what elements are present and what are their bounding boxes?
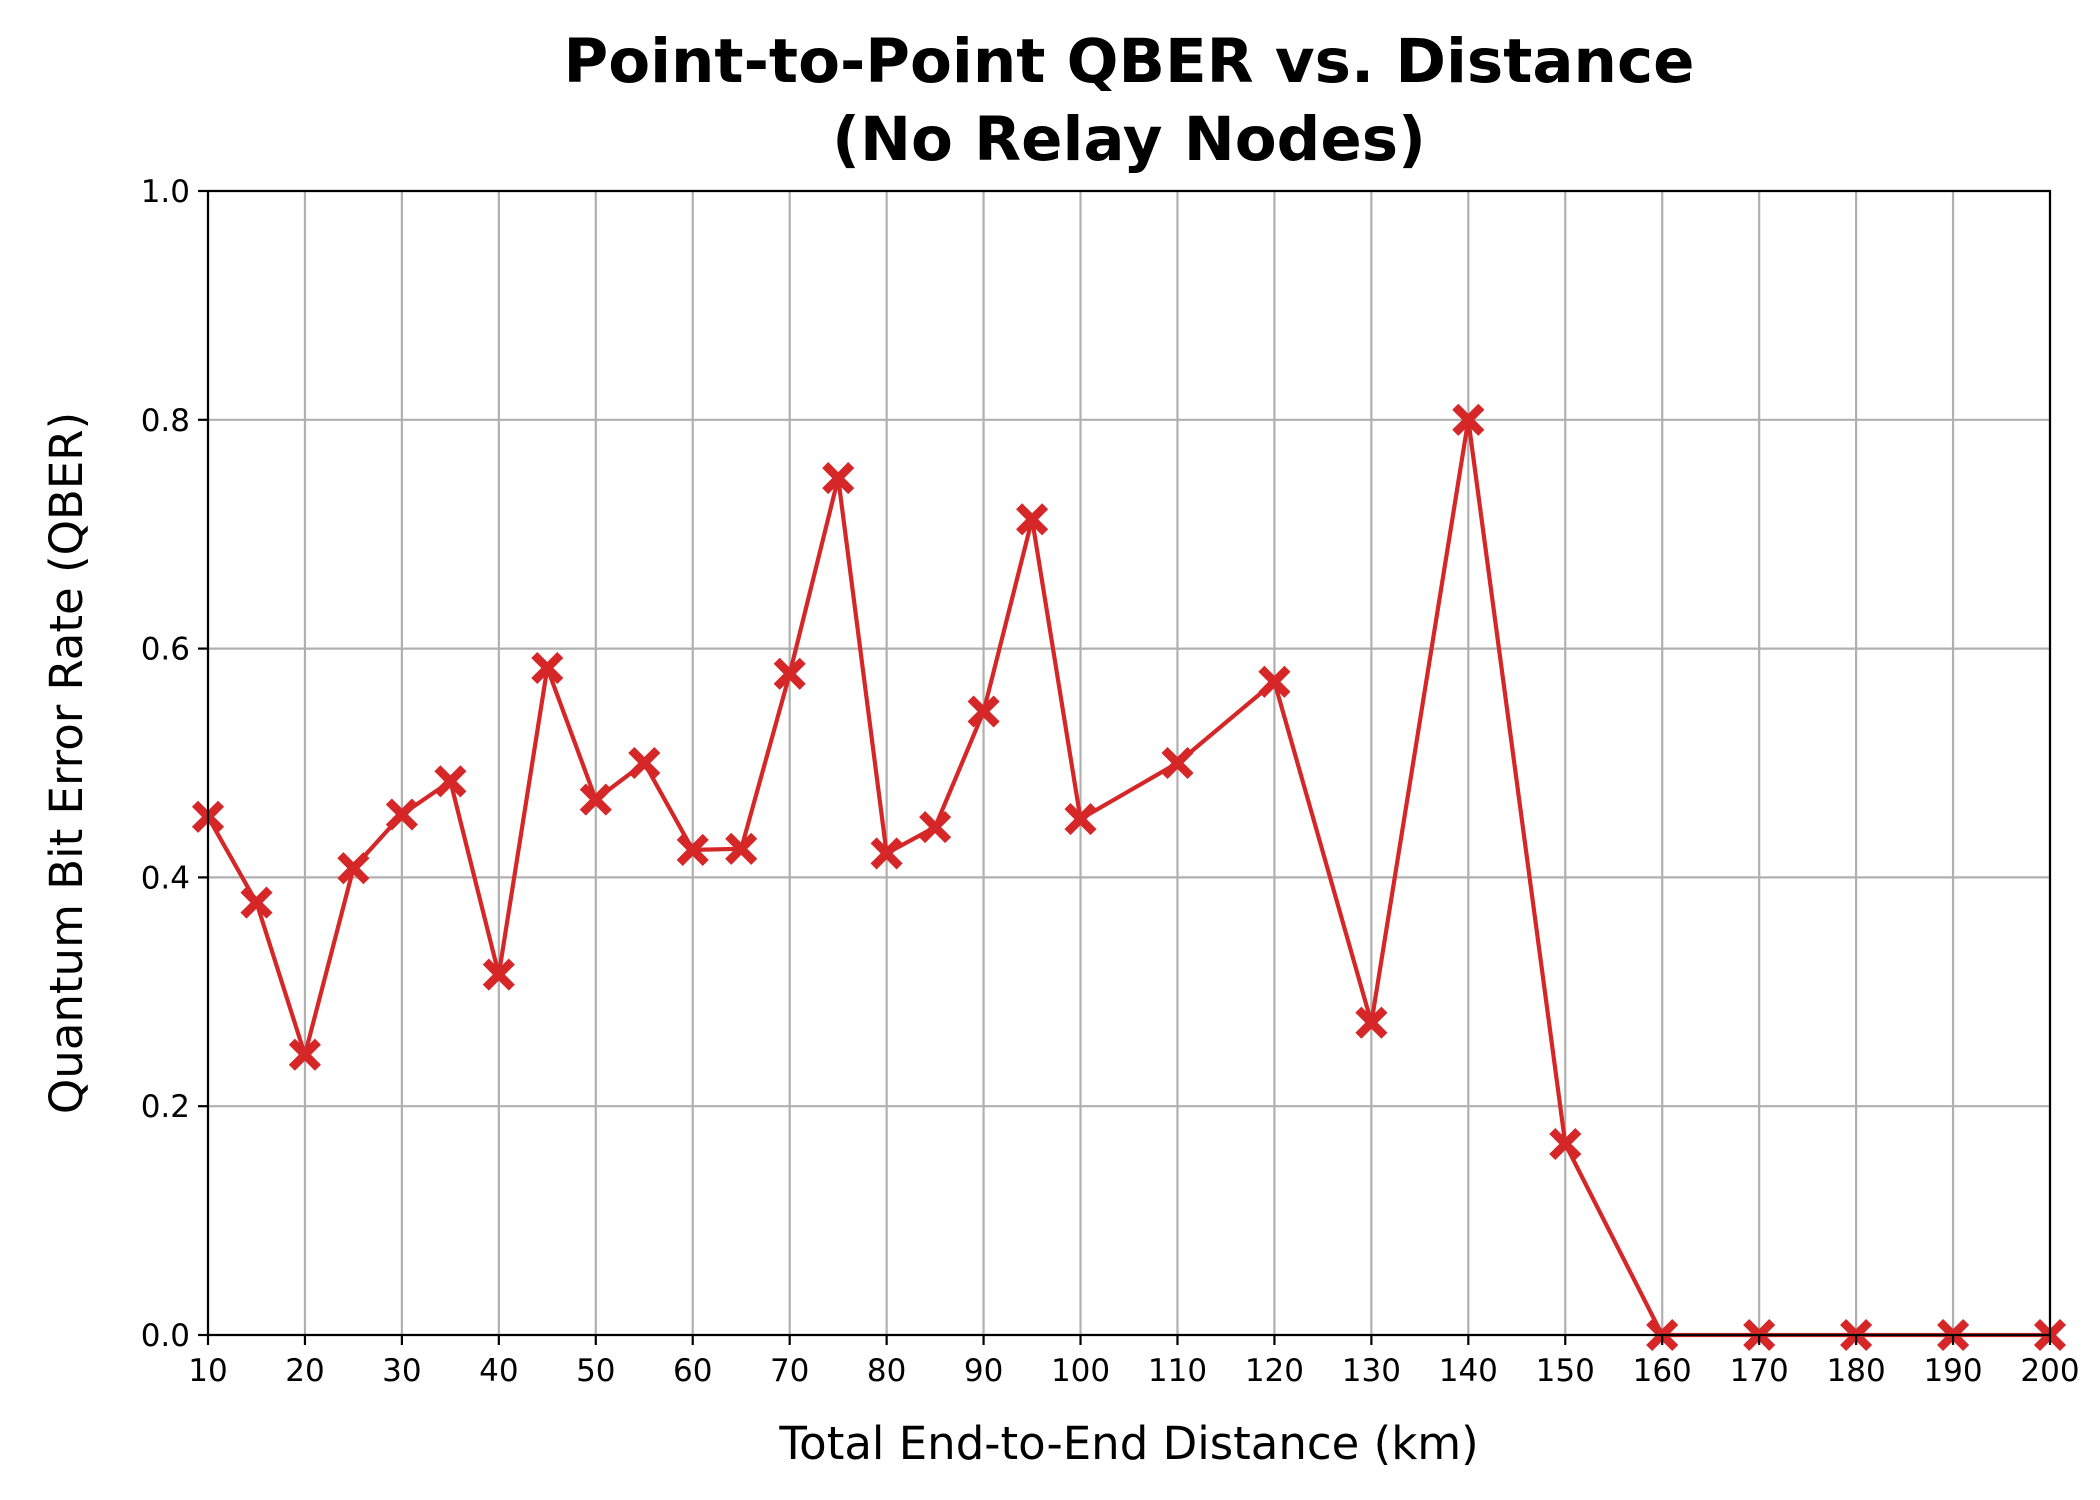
x-tick-label: 40 — [479, 1353, 518, 1389]
data-point — [434, 765, 467, 798]
x-tick-label: 10 — [188, 1353, 227, 1389]
x-tick-label: 190 — [1923, 1353, 1982, 1389]
y-tick-label: 0.2 — [141, 1089, 190, 1125]
y-tick-label: 1.0 — [141, 174, 190, 210]
data-point — [870, 837, 903, 870]
data-point — [822, 462, 855, 495]
y-axis-label: Quantum Bit Error Rate (QBER) — [40, 412, 93, 1114]
x-tick-label: 20 — [285, 1353, 324, 1389]
data-point — [967, 695, 1000, 728]
x-tick-label: 130 — [1342, 1353, 1401, 1389]
data-point — [288, 1038, 321, 1071]
x-tick-label: 80 — [867, 1353, 906, 1389]
x-tick-labels: 10 20 30 40 50 60 70 80 90 100 110 120 130 140 150 160 1… — [188, 1353, 2079, 1389]
x-tick-label: 140 — [1439, 1353, 1498, 1389]
x-axis-label: Total End-to-End Distance (km) — [778, 1417, 1478, 1470]
chart-title-line1: Point-to-Point QBER vs. Distance — [563, 26, 1694, 97]
data-point — [628, 746, 661, 780]
y-tick-label: 0.4 — [141, 860, 190, 896]
x-tick-label: 50 — [576, 1353, 615, 1389]
y-tick-label: 0.0 — [141, 1318, 190, 1354]
y-tick-label: 0.8 — [141, 403, 190, 439]
data-point — [1258, 665, 1291, 698]
data-point — [773, 657, 806, 690]
y-tick-label: 0.6 — [141, 632, 190, 668]
data-point — [919, 811, 952, 844]
x-tick-label: 200 — [2020, 1353, 2079, 1389]
tick-marks — [198, 189, 2052, 1345]
data-point — [1161, 746, 1194, 780]
data-point — [482, 958, 515, 991]
data-point — [337, 852, 370, 885]
series-layer — [191, 403, 2067, 1352]
data-point — [1016, 503, 1049, 536]
data-point — [1549, 1127, 1582, 1161]
x-tick-label: 70 — [770, 1353, 809, 1389]
x-tick-label: 120 — [1245, 1353, 1304, 1389]
x-tick-label: 30 — [382, 1353, 421, 1389]
x-tick-label: 160 — [1633, 1353, 1692, 1389]
data-point — [579, 783, 612, 816]
data-point — [676, 833, 709, 866]
data-point — [725, 832, 758, 865]
x-tick-label: 110 — [1148, 1353, 1207, 1389]
data-point — [1355, 1006, 1388, 1039]
chart-title-line2: (No Relay Nodes) — [832, 104, 1426, 175]
plot-area-frame — [206, 189, 2052, 1337]
x-tick-label: 90 — [964, 1353, 1003, 1389]
grid — [206, 189, 2052, 1337]
data-point — [531, 651, 564, 685]
x-tick-label: 150 — [1536, 1353, 1595, 1389]
data-point — [385, 798, 418, 831]
y-tick-labels: 0.0 0.2 0.4 0.6 0.8 1.0 — [141, 174, 190, 1354]
x-tick-label: 170 — [1730, 1353, 1789, 1389]
x-tick-label: 100 — [1051, 1353, 1110, 1389]
x-tick-label: 180 — [1827, 1353, 1886, 1389]
data-point — [240, 886, 273, 919]
x-tick-label: 60 — [673, 1353, 712, 1389]
data-point — [1064, 803, 1097, 836]
data-point — [1452, 403, 1485, 436]
